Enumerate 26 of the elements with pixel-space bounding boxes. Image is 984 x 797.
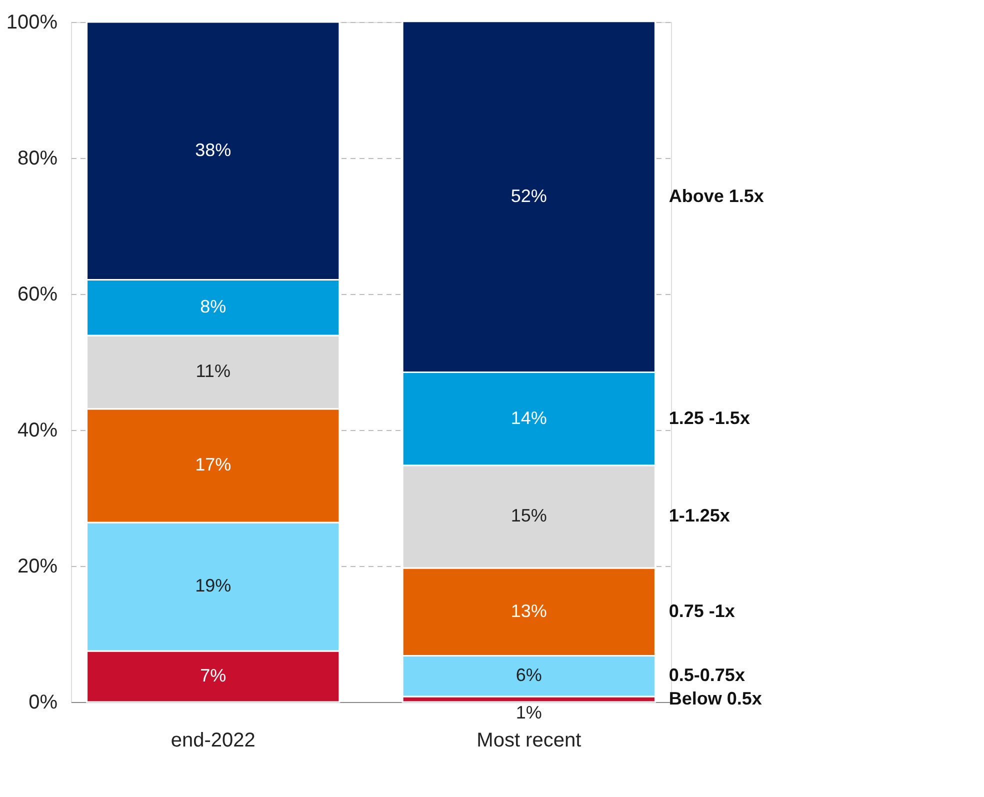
series-label: Above 1.5x	[668, 186, 764, 206]
x-tick-label: Most recent	[476, 730, 582, 752]
data-label: 13%	[510, 600, 547, 621]
data-label: 19%	[195, 576, 232, 596]
data-label: 15%	[510, 506, 547, 526]
x-tick-label: end-2022	[170, 730, 256, 752]
data-label: 11%	[196, 361, 230, 382]
y-tick-label: 60%	[17, 284, 58, 306]
series-label: 1.25 -1.5x	[668, 408, 750, 428]
data-label: 52%	[510, 186, 547, 206]
series-label: 1-1.25x	[668, 506, 730, 526]
y-tick-label: 100%	[6, 12, 58, 34]
series-label: 0.5-0.75x	[668, 665, 745, 686]
y-tick-label: 40%	[17, 420, 58, 442]
data-label: 38%	[195, 140, 232, 160]
data-label: 7%	[200, 666, 226, 686]
data-label: 8%	[200, 296, 226, 317]
data-label: 6%	[516, 665, 542, 686]
y-tick-label: 0%	[28, 692, 58, 714]
data-label: 1%	[516, 702, 542, 722]
data-label: 14%	[510, 408, 547, 428]
data-label: 17%	[195, 454, 232, 475]
y-tick-label: 20%	[17, 556, 58, 578]
series-label: Below 0.5x	[668, 688, 762, 708]
series-label: 0.75 -1x	[668, 600, 735, 621]
y-tick-label: 80%	[17, 148, 58, 170]
